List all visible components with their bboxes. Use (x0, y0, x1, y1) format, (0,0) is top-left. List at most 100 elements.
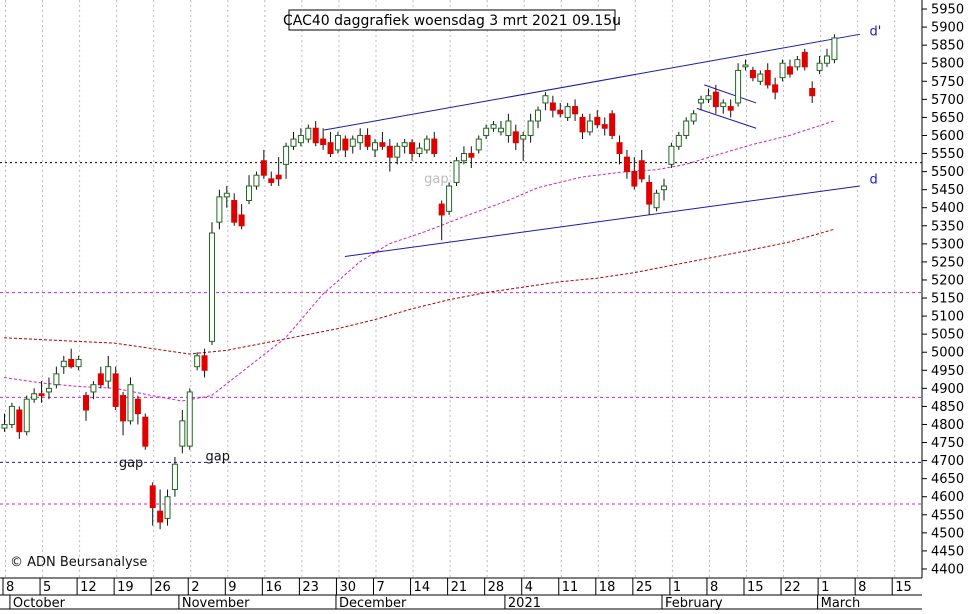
x-tick-label: 18 (599, 580, 616, 595)
candle-body-down (327, 142, 334, 155)
candle (112, 366, 119, 411)
candle (520, 131, 527, 161)
y-tick-label: 5150 (931, 292, 964, 307)
candle (824, 48, 831, 67)
candle-body-down (801, 51, 808, 68)
candle-body-down (379, 142, 386, 147)
candle-body-down (201, 355, 208, 371)
candle-body-up (720, 102, 727, 108)
candle (572, 99, 579, 122)
candle (609, 110, 616, 140)
y-tick-label: 5400 (931, 201, 964, 216)
candle (646, 175, 653, 215)
candle (749, 66, 756, 82)
candle (90, 381, 97, 400)
y-tick-label: 5250 (931, 255, 964, 270)
candle (38, 381, 45, 403)
candle (372, 139, 378, 158)
moving-average-long (3, 228, 835, 355)
candle-body-down (142, 416, 149, 447)
candle-body-down (468, 153, 475, 158)
candle-body-up (705, 95, 712, 100)
candle-body-down (134, 398, 141, 415)
copyright-text: © ADN Beursanalyse (10, 555, 147, 570)
y-tick-label: 5500 (931, 165, 964, 180)
x-tick-label: 30 (339, 580, 356, 595)
candle-body-up (675, 134, 682, 147)
candle-body-down (409, 142, 416, 155)
x-tick-label: 23 (302, 580, 319, 595)
candle-body-up (253, 174, 260, 187)
y-tick-label: 4450 (931, 544, 964, 559)
x-tick-label: 12 (80, 580, 97, 595)
y-tick-label: 5600 (931, 129, 964, 144)
candle (223, 186, 230, 208)
candle (794, 55, 801, 71)
y-tick-label: 4700 (931, 454, 964, 469)
y-tick-label: 5850 (931, 39, 964, 54)
x-tick-label: 15 (747, 580, 764, 595)
candle (497, 121, 504, 136)
candle-body-up (246, 185, 253, 201)
candle (201, 348, 208, 378)
candle-body-down (149, 485, 156, 509)
candles (1, 34, 838, 530)
candle-body-up (683, 120, 690, 136)
x-month-label: November (182, 596, 250, 610)
candle-body-up (690, 113, 697, 122)
candle (127, 377, 134, 425)
candle-body-down (120, 395, 127, 422)
candle-body-up (164, 496, 171, 519)
candle (638, 149, 645, 183)
candle-body-down (320, 138, 327, 146)
y-tick-label: 4900 (931, 382, 964, 397)
candle-body-up (416, 147, 423, 155)
candle-body-up (290, 138, 297, 147)
candle (735, 63, 742, 107)
candle (816, 55, 823, 75)
candle (149, 482, 156, 526)
candle-body-up (349, 138, 356, 147)
candle-body-down (68, 358, 75, 368)
candle (83, 391, 90, 421)
candle (720, 99, 727, 114)
candle (675, 131, 682, 150)
candle-body-down (749, 69, 756, 79)
candle (45, 377, 52, 400)
candle (334, 131, 341, 154)
x-tick-label: 4 (525, 580, 533, 595)
y-tick-label: 5550 (931, 147, 964, 162)
chart-annotation: d (869, 173, 877, 188)
candle (142, 413, 149, 450)
candle (453, 157, 460, 187)
candle (416, 142, 423, 158)
candle (772, 77, 779, 100)
candle-body-up (824, 55, 831, 64)
y-tick-label: 4800 (931, 418, 964, 433)
y-tick-label: 5700 (931, 93, 964, 108)
candle (564, 102, 571, 122)
x-tick-label: 19 (117, 580, 134, 595)
candle-body-up (535, 109, 542, 122)
candle (305, 124, 312, 143)
candle (690, 110, 697, 125)
candle-body-down (268, 178, 275, 183)
candle (231, 193, 238, 226)
candle-body-down (312, 127, 319, 144)
candle (216, 189, 223, 230)
candle (809, 81, 816, 103)
chart-annotation: gap (119, 456, 143, 471)
candle-body-up (179, 420, 186, 447)
candle (527, 113, 534, 143)
x-tick-label: 15 (895, 580, 912, 595)
candle (831, 34, 838, 64)
candle-body-up (668, 145, 675, 165)
candle (801, 48, 808, 71)
candle-body-down (601, 124, 608, 129)
candle (557, 102, 564, 118)
y-tick-label: 4500 (931, 526, 964, 541)
candle (349, 135, 356, 154)
candle-body-down (772, 84, 779, 93)
candle-body-down (712, 91, 719, 108)
